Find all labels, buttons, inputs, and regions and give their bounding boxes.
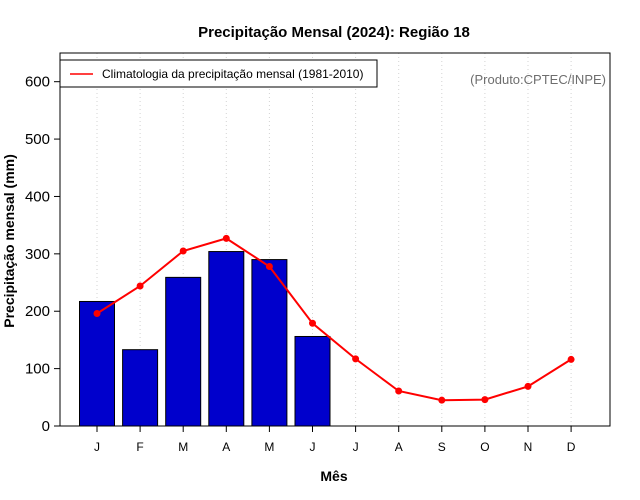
climatology-point-10 xyxy=(481,396,489,404)
climatology-point-5 xyxy=(265,262,273,270)
climatology-point-6 xyxy=(309,319,316,327)
bar-month-2 xyxy=(122,349,159,427)
bars-layer xyxy=(79,251,331,427)
bar-month-5 xyxy=(251,259,288,427)
source-credit: (Produto:CPTEC/INPE) xyxy=(470,72,606,87)
x-tick-label-2: F xyxy=(136,440,143,454)
climatology-point-9 xyxy=(438,396,446,404)
x-tick-label-11: N xyxy=(524,440,533,454)
x-tick-label-6: J xyxy=(310,440,316,454)
x-tick-label-5: M xyxy=(264,440,274,454)
bar-month-3 xyxy=(165,276,202,427)
y-axis: 0 100 200 300 400 500 600 xyxy=(25,74,60,435)
climatology-point-12 xyxy=(567,355,575,363)
chart-title: Precipitação Mensal (2024): Região 18 xyxy=(198,24,470,41)
climatology-point-1 xyxy=(93,310,101,318)
legend-box xyxy=(59,59,378,88)
x-tick-label-7: J xyxy=(353,440,359,454)
x-tick-label-4: A xyxy=(222,440,230,454)
y-tick-label-500: 500 xyxy=(25,131,50,148)
legend: Climatologia da precipitação mensal (198… xyxy=(59,59,378,88)
climatology-line xyxy=(96,237,572,402)
bar-month-4 xyxy=(208,251,245,427)
climatology-line-layer xyxy=(93,234,575,404)
x-tick-label-8: A xyxy=(395,440,403,454)
x-tick-label-1: J xyxy=(94,440,100,454)
climatology-point-8 xyxy=(395,387,403,395)
climatology-point-11 xyxy=(524,382,532,390)
plot-frame xyxy=(59,52,611,427)
climatology-point-7 xyxy=(352,355,360,363)
y-tick-label-300: 300 xyxy=(25,246,50,263)
bar-month-1 xyxy=(79,300,115,427)
y-tick-label-0: 0 xyxy=(42,418,50,435)
climatology-point-2 xyxy=(136,282,144,290)
x-tick-label-12: D xyxy=(567,440,576,454)
x-tick-label-9: S xyxy=(438,440,446,454)
y-axis-title: Precipitação mensal (mm) xyxy=(1,154,17,328)
climatology-point-3 xyxy=(179,247,187,255)
y-tick-label-100: 100 xyxy=(25,361,50,378)
x-tick-label-10: O xyxy=(480,440,489,454)
legend-entry-climatology: Climatologia da precipitação mensal (198… xyxy=(102,67,363,81)
bar-month-6 xyxy=(294,335,331,427)
y-tick-label-600: 600 xyxy=(25,74,50,91)
x-axis-title: Mês xyxy=(320,468,347,484)
y-tick-label-200: 200 xyxy=(25,303,50,320)
climatology-point-4 xyxy=(222,234,230,242)
x-tick-label-3: M xyxy=(178,440,188,454)
y-tick-label-400: 400 xyxy=(25,188,50,205)
